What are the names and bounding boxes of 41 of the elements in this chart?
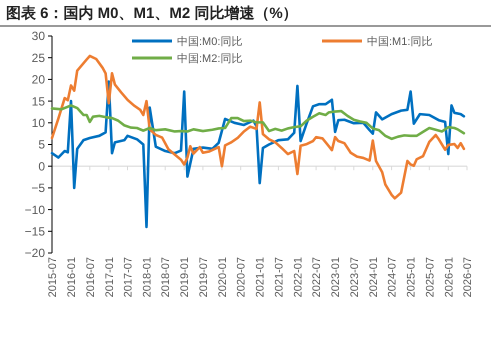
- y-tick-label: −15: [24, 224, 46, 238]
- x-tick-label: 2025-01: [406, 257, 418, 298]
- y-tick-label: −5: [31, 181, 46, 196]
- x-tick-label: 2023-01: [330, 257, 342, 298]
- x-tick-label: 2024-07: [386, 257, 399, 298]
- x-tick-label: 2019-01: [179, 257, 192, 298]
- x-tick-label: 2021-07: [273, 257, 286, 298]
- x-tick-label: 2021-01: [254, 257, 267, 298]
- x-tick-label: 2015-07: [47, 257, 59, 298]
- y-tick-label: −20: [24, 246, 46, 260]
- y-tick-label: 20: [32, 72, 46, 87]
- x-tick-label: 2016-07: [84, 257, 97, 298]
- line-series: [50, 54, 466, 200]
- x-tick-label: 2023-07: [348, 257, 361, 298]
- x-tick-label: 2016-01: [66, 257, 78, 298]
- x-tick-label: 2020-07: [236, 257, 248, 298]
- x-tick-label: 2018-01: [142, 257, 154, 298]
- legend-label: 中国:M0:同比: [177, 34, 242, 48]
- y-tick-label: −10: [24, 202, 46, 217]
- y-tick-label: 25: [32, 50, 46, 65]
- x-tick-label: 2017-07: [122, 257, 134, 298]
- line-series: [50, 104, 466, 140]
- legend-label: 中国:M1:同比: [367, 34, 432, 48]
- x-tick-label: 2025-07: [424, 257, 436, 298]
- y-tick-label: 30: [32, 29, 46, 44]
- line-series: [50, 80, 466, 228]
- x-tick-label: 2024-01: [368, 257, 380, 298]
- y-tick-label: 10: [32, 116, 46, 130]
- chart-title: 图表 6：国内 M0、M1、M2 同比增速（%）: [6, 5, 298, 22]
- y-tick-label: 15: [32, 94, 46, 108]
- y-tick-label: 0: [38, 159, 46, 174]
- x-tick-label: 2026-07: [462, 257, 474, 298]
- x-tick-label: 2020-01: [216, 257, 229, 298]
- x-tick-label: 2018-07: [160, 257, 172, 298]
- x-tick-label: 2019-07: [198, 257, 210, 298]
- x-tick-label: 2022-07: [311, 257, 324, 298]
- y-tick-label: 5: [38, 138, 46, 152]
- x-tick-label: 2017-01: [104, 257, 116, 298]
- x-tick-label: 2022-01: [292, 257, 304, 298]
- legend-label: 中国:M2:同比: [177, 52, 242, 65]
- x-tick-label: 2026-01: [443, 257, 456, 298]
